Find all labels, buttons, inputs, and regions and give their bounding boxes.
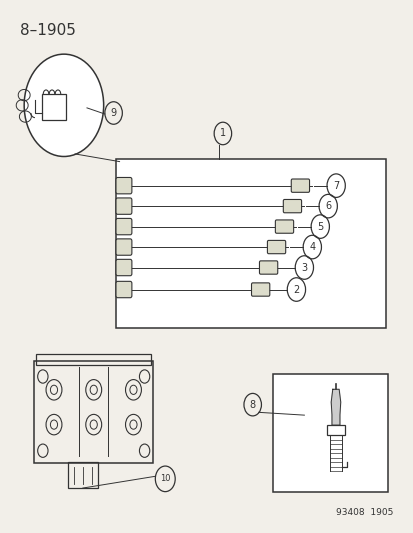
Text: 10: 10 [160, 474, 170, 483]
Text: 2: 2 [292, 285, 299, 295]
Text: 7: 7 [332, 181, 339, 191]
Text: 93408  1905: 93408 1905 [336, 508, 393, 517]
Text: 1: 1 [219, 128, 225, 139]
FancyBboxPatch shape [116, 260, 132, 276]
Bar [42, 94, 66, 119]
Text: 8–1905: 8–1905 [20, 23, 76, 38]
Text: 5: 5 [316, 222, 323, 232]
FancyBboxPatch shape [275, 220, 293, 233]
Text: 4: 4 [309, 242, 315, 252]
Polygon shape [330, 389, 340, 425]
FancyBboxPatch shape [282, 199, 301, 213]
Bar [272, 374, 387, 491]
FancyBboxPatch shape [251, 283, 269, 296]
FancyBboxPatch shape [116, 198, 132, 214]
Text: 9: 9 [110, 108, 116, 118]
Circle shape [24, 54, 103, 157]
Text: 3: 3 [301, 263, 307, 272]
Bar [34, 361, 153, 464]
FancyBboxPatch shape [267, 240, 285, 254]
Bar [68, 463, 97, 488]
FancyBboxPatch shape [259, 261, 277, 274]
Bar [326, 425, 344, 435]
Text: 6: 6 [324, 201, 330, 211]
FancyBboxPatch shape [116, 177, 132, 194]
FancyBboxPatch shape [116, 239, 132, 255]
FancyBboxPatch shape [116, 281, 132, 298]
FancyBboxPatch shape [291, 179, 309, 192]
FancyBboxPatch shape [116, 219, 132, 235]
Text: 8: 8 [249, 400, 255, 410]
Bar [36, 354, 151, 365]
Bar [115, 159, 385, 328]
